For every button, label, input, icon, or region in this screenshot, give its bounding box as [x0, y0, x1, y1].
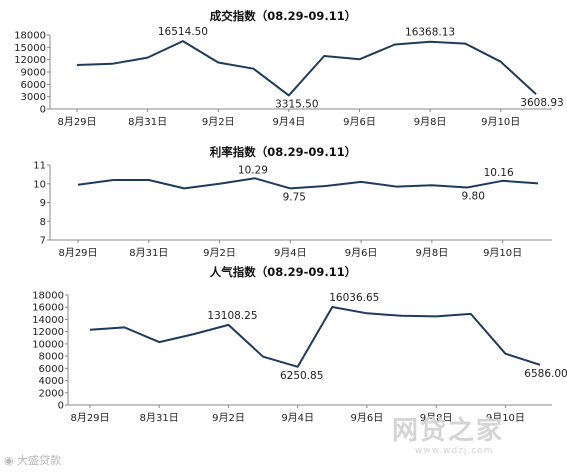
x-tick-label: 9月2日: [202, 116, 235, 128]
y-tick-label: 0: [58, 401, 64, 412]
x-tick-label: 9月10日: [481, 116, 520, 128]
y-tick-label: 18000: [32, 291, 64, 302]
y-tick-label: 9000: [21, 68, 46, 79]
x-tick-label: 9月2日: [212, 412, 245, 424]
y-tick-label: 2000: [39, 388, 64, 399]
y-tick-label: 10: [33, 179, 46, 190]
x-tick-label: 9月8日: [420, 412, 453, 424]
chart-title: 人气指数（08.29-09.11）: [210, 265, 357, 279]
x-tick-label: 9月6日: [343, 116, 376, 128]
y-tick-label: 8000: [39, 352, 64, 363]
x-tick-label: 9月10日: [483, 247, 522, 259]
chart-panel-3: 人气指数（08.29-09.11）02000400060008000100001…: [32, 265, 567, 424]
x-tick-label: 9月4日: [274, 247, 307, 259]
data-label: 3608.93: [520, 97, 563, 109]
data-label: 10.29: [238, 164, 268, 176]
y-tick-label: 12000: [14, 55, 46, 66]
series-line: [76, 40, 537, 97]
y-tick-label: 10000: [32, 339, 64, 350]
y-tick-label: 14000: [32, 315, 64, 326]
x-tick-label: 8月31日: [129, 247, 168, 259]
series-line: [77, 177, 539, 190]
data-label: 3315.50: [275, 98, 318, 110]
data-label: 9.80: [462, 191, 485, 203]
watermark-right-text: 网贷之家: [392, 416, 505, 446]
chart-panel-2: 利率指数（08.29-09.11） 7 8 9 10 11 8月29日 8月31日 9月2日 9月…: [33, 145, 552, 259]
data-label: 6250.85: [280, 370, 323, 382]
data-label: 6586.00: [524, 368, 567, 380]
y-tick-label: 15000: [14, 43, 46, 54]
data-label: 16036.65: [329, 292, 379, 304]
data-label: 16514.50: [158, 26, 208, 38]
y-tick-label: 12000: [32, 327, 64, 338]
x-tick-label: 8月31日: [140, 412, 179, 424]
y-tick-label: 6000: [21, 80, 46, 91]
weibo-icon: ◉: [4, 454, 14, 467]
watermark-left: ◉ 大盛贷款: [4, 452, 61, 468]
x-tick-label: 9月6日: [345, 247, 378, 259]
watermark-left-text: 大盛贷款: [17, 454, 62, 467]
x-tick-label: 9月10日: [486, 412, 525, 424]
x-tick-label: 9月8日: [415, 247, 448, 259]
y-tick-label: 9: [40, 198, 46, 209]
chart-title: 成交指数（08.29-09.11）: [210, 9, 357, 23]
y-tick-label: 11: [33, 161, 46, 172]
y-tick-label: 8: [40, 217, 46, 228]
y-tick-label: 3000: [21, 92, 46, 103]
x-tick-label: 8月29日: [70, 412, 109, 424]
x-tick-label: 9月8日: [414, 116, 447, 128]
series-line: [89, 306, 541, 368]
x-tick-label: 9月6日: [351, 412, 384, 424]
y-tick-label: 6000: [39, 364, 64, 375]
data-label: 13108.25: [207, 310, 257, 322]
data-label: 10.16: [484, 167, 514, 179]
data-label: 9.75: [283, 191, 306, 203]
y-tick-label: 0: [40, 105, 46, 116]
y-tick-label: 4000: [39, 376, 64, 387]
y-tick-label: 18000: [14, 31, 46, 42]
x-tick-label: 8月29日: [57, 116, 96, 128]
x-tick-label: 9月4日: [281, 412, 314, 424]
chart-title: 利率指数（08.29-09.11）: [209, 145, 357, 159]
x-tick-label: 8月31日: [128, 116, 167, 128]
x-tick-label: 8月29日: [58, 247, 97, 259]
x-tick-label: 9月4日: [272, 116, 305, 128]
x-tick-label: 9月2日: [203, 247, 236, 259]
watermark-right-sub: www.wdzj.com: [415, 446, 494, 456]
y-tick-label: 16000: [32, 303, 64, 314]
data-label: 16368.13: [405, 27, 455, 39]
y-tick-label: 7: [40, 236, 46, 247]
watermark-right: 网贷之家: [392, 410, 504, 447]
